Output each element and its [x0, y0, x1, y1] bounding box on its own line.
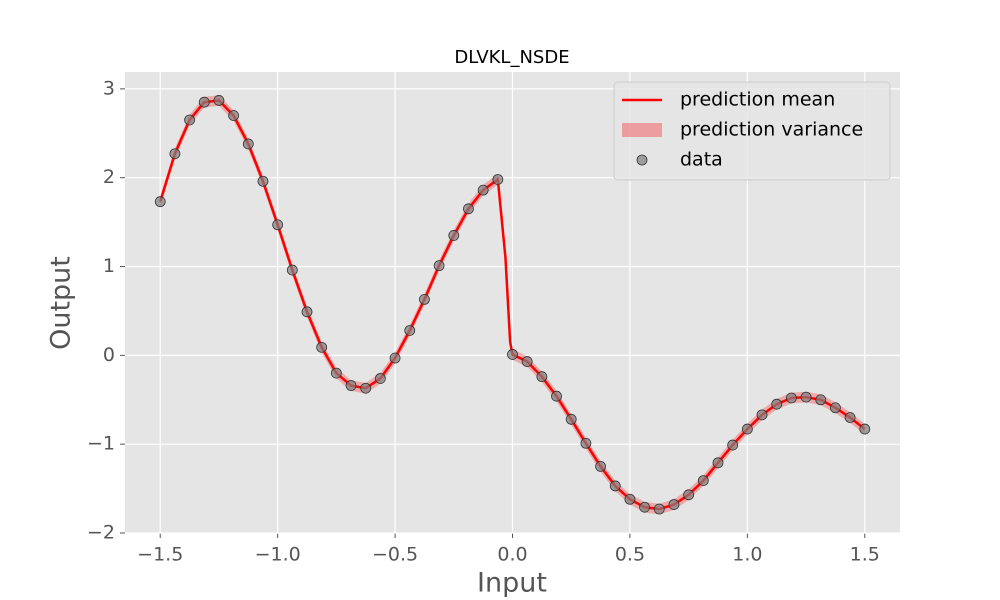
data-point — [653, 503, 665, 515]
data-point — [507, 349, 518, 360]
data-point — [184, 114, 195, 126]
y-tick-label: 2 — [103, 166, 115, 188]
y-tick-label: 0 — [103, 344, 115, 366]
data-point — [580, 437, 592, 449]
data-point — [374, 373, 386, 384]
data-point — [830, 402, 841, 414]
data-point — [492, 174, 504, 185]
mean-line — [159, 99, 866, 511]
legend-label: prediction mean — [680, 89, 835, 111]
x-tick-label: −1.0 — [255, 544, 301, 566]
data-point — [301, 306, 313, 318]
data-point — [727, 439, 739, 451]
x-tick-label: 1.5 — [850, 544, 880, 566]
y-tick-label: 3 — [103, 77, 115, 99]
data-point — [389, 352, 401, 364]
data-point — [286, 264, 298, 276]
data-point — [169, 148, 181, 160]
x-axis-label: Input — [477, 568, 547, 599]
data-point — [330, 367, 342, 379]
data-point — [448, 230, 460, 241]
data-point — [844, 412, 856, 423]
data-point — [697, 475, 709, 486]
data-point — [433, 260, 445, 272]
data-point — [213, 95, 225, 106]
data-point — [771, 398, 783, 410]
data-point — [272, 219, 284, 231]
data-point — [198, 96, 210, 108]
data-point — [756, 409, 768, 421]
chart-title: DLVKL_NSDE — [454, 47, 569, 68]
legend-label: data — [680, 149, 723, 171]
data-point — [463, 203, 474, 215]
y-tick-label: 1 — [103, 255, 115, 277]
data-point — [800, 391, 812, 403]
x-tick-label: −0.5 — [372, 544, 418, 566]
data-point — [859, 423, 871, 435]
data-point — [668, 499, 680, 510]
y-tick-label: −1 — [87, 433, 115, 455]
data-point — [316, 341, 328, 353]
x-tick-label: −1.5 — [137, 544, 183, 566]
data-point — [565, 413, 577, 425]
legend-marker — [636, 154, 648, 166]
legend-label: prediction variance — [680, 119, 863, 141]
data-point — [551, 390, 562, 402]
data-point — [712, 457, 724, 469]
data-point — [477, 184, 489, 196]
legend-box — [613, 81, 891, 181]
data-point — [257, 175, 269, 187]
data-point — [741, 423, 753, 435]
data-point — [228, 110, 240, 121]
data-point — [154, 196, 166, 208]
data-point — [536, 371, 548, 383]
x-tick-label: 0.5 — [615, 544, 645, 566]
data-point — [639, 501, 651, 513]
data-point — [345, 380, 357, 391]
legend-patch — [622, 123, 662, 137]
data-point — [242, 138, 254, 150]
data-point — [683, 489, 695, 501]
data-point — [595, 460, 606, 472]
data-point — [360, 382, 372, 394]
data-point — [815, 394, 827, 406]
data-point — [609, 480, 621, 492]
x-tick-label: 1.0 — [732, 544, 762, 566]
y-axis-label: Output — [46, 256, 77, 350]
data-point — [521, 356, 533, 367]
y-tick-label: −2 — [87, 522, 115, 544]
data-point — [785, 392, 797, 404]
data-point — [419, 293, 430, 305]
data-point — [404, 325, 416, 336]
x-tick-label: 0.0 — [497, 544, 527, 566]
data-point — [624, 493, 636, 505]
